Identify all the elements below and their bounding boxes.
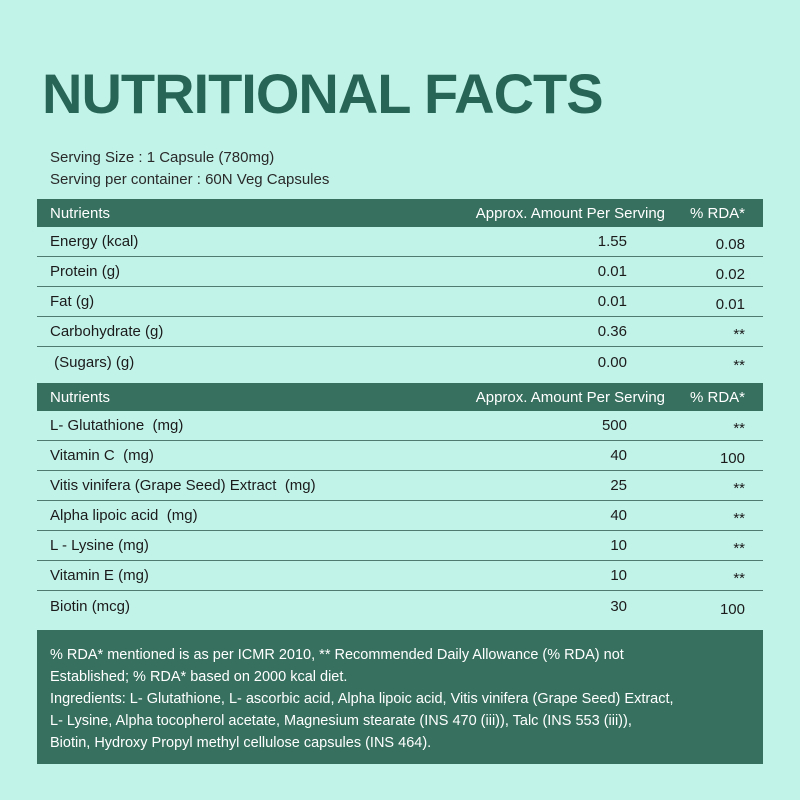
nutrient-rda: 100 — [719, 600, 745, 618]
nutrient-amount: 0.00 — [597, 353, 627, 371]
table-row: Vitamin E (mg) 10 ** — [37, 561, 763, 591]
nutrient-name: Protein (g) — [50, 263, 121, 280]
header-nutrients: Nutrients — [50, 204, 111, 222]
nutrient-name: Biotin (mcg) — [50, 597, 131, 615]
nutrient-amount: 10 — [610, 537, 627, 554]
nutrient-rda: ** — [733, 420, 745, 437]
nutrient-amount: 40 — [610, 447, 627, 464]
nutrient-amount: 0.01 — [597, 293, 627, 310]
nutrient-amount: 25 — [610, 477, 627, 494]
table-row: Vitis vinifera (Grape Seed) Extract (mg)… — [37, 471, 763, 501]
nutrient-rda: ** — [733, 540, 745, 557]
table-row: L - Lysine (mg) 10 ** — [37, 531, 763, 561]
table-row: L- Glutathione (mg) 500 ** — [37, 411, 763, 441]
header-amount: Approx. Amount Per Serving — [475, 388, 665, 406]
nutrient-rda: 100 — [719, 450, 745, 467]
header-nutrients: Nutrients — [50, 388, 111, 406]
nutrient-name: Fat (g) — [50, 293, 95, 310]
header-rda: % RDA* — [689, 388, 745, 406]
footnote-line: Established; % RDA* based on 2000 kcal d… — [50, 669, 348, 685]
nutrient-rda: 0.01 — [715, 296, 745, 313]
table-row: Protein (g) 0.01 0.02 — [37, 257, 763, 287]
table-row: Carbohydrate (g) 0.36 ** — [37, 317, 763, 347]
nutrient-amount: 0.01 — [597, 263, 627, 280]
table-row: (Sugars) (g) 0.00 ** — [37, 347, 763, 377]
serving-info: Serving Size : 1 Capsule (780mg) Serving… — [50, 147, 329, 191]
page-title: NUTRITIONAL FACTS — [42, 62, 604, 125]
nutrition-table-actives: Nutrients Approx. Amount Per Serving % R… — [37, 383, 763, 621]
nutrient-amount: 10 — [610, 567, 627, 584]
nutrition-table-basic: Nutrients Approx. Amount Per Serving % R… — [37, 199, 763, 377]
table-row: Alpha lipoic acid (mg) 40 ** — [37, 501, 763, 531]
nutrient-amount: 1.55 — [597, 233, 627, 250]
nutrient-name: Vitamin E (mg) — [50, 567, 149, 584]
nutrient-name: Carbohydrate (g) — [50, 323, 164, 340]
ingredients-line: Biotin, Hydroxy Propyl methyl cellulose … — [50, 735, 432, 751]
table-header: Nutrients Approx. Amount Per Serving % R… — [37, 383, 763, 411]
nutrient-name: (Sugars) (g) — [50, 353, 135, 371]
nutrient-name: L - Lysine (mg) — [50, 537, 149, 554]
table-row: Biotin (mcg) 30 100 — [37, 591, 763, 621]
nutrient-amount: 500 — [601, 417, 627, 434]
table-row: Vitamin C (mg) 40 100 — [37, 441, 763, 471]
ingredients-line: Ingredients: L- Glutathione, L- ascorbic… — [50, 691, 674, 707]
nutrient-rda: ** — [733, 326, 745, 343]
table-row: Fat (g) 0.01 0.01 — [37, 287, 763, 317]
nutrient-rda: ** — [733, 510, 745, 527]
header-rda: % RDA* — [689, 204, 745, 222]
header-amount: Approx. Amount Per Serving — [475, 204, 665, 222]
servings-per-container: Serving per container : 60N Veg Capsules — [50, 171, 330, 188]
serving-size: Serving Size : 1 Capsule (780mg) — [50, 149, 275, 166]
nutrient-rda: ** — [733, 480, 745, 497]
nutrient-rda: 0.08 — [715, 236, 745, 253]
nutrient-name: L- Glutathione (mg) — [50, 417, 184, 434]
footnote-panel: % RDA* mentioned is as per ICMR 2010, **… — [37, 630, 763, 764]
nutrient-name: Vitamin C (mg) — [50, 447, 154, 464]
footnote-line: % RDA* mentioned is as per ICMR 2010, **… — [50, 647, 624, 663]
nutrient-name: Energy (kcal) — [50, 233, 139, 250]
table-header: Nutrients Approx. Amount Per Serving % R… — [37, 199, 763, 227]
nutrient-rda: ** — [733, 356, 745, 374]
nutrient-amount: 40 — [610, 507, 627, 524]
ingredients-line: L- Lysine, Alpha tocopherol acetate, Mag… — [50, 713, 632, 729]
table-row: Energy (kcal) 1.55 0.08 — [37, 227, 763, 257]
nutrient-amount: 30 — [610, 597, 627, 615]
nutrient-name: Alpha lipoic acid (mg) — [50, 507, 198, 524]
nutrient-name: Vitis vinifera (Grape Seed) Extract (mg) — [50, 477, 316, 494]
nutrient-rda: ** — [733, 570, 745, 587]
nutrient-amount: 0.36 — [597, 323, 627, 340]
nutrient-rda: 0.02 — [715, 266, 745, 283]
